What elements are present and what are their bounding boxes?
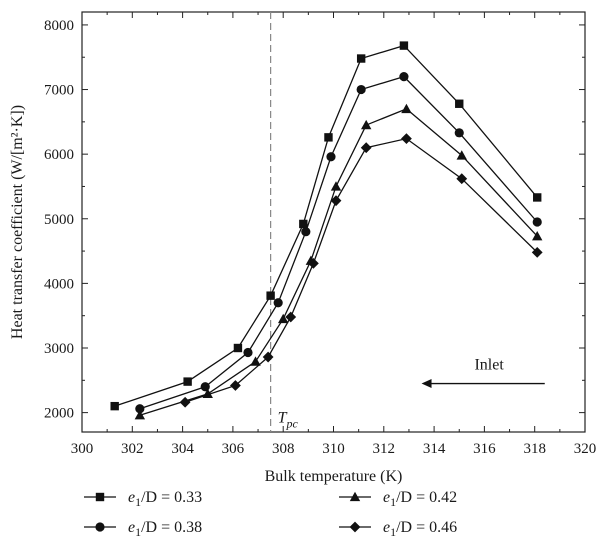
data-point-circle [273, 298, 283, 308]
data-point-triangle [532, 231, 543, 241]
legend-item: e1/D = 0.42 [339, 489, 457, 509]
x-tick-label: 314 [423, 441, 446, 457]
data-point-diamond [179, 396, 191, 408]
data-point-triangle [360, 119, 372, 130]
data-point-circle [454, 128, 464, 138]
data-point-diamond [401, 133, 412, 145]
plot-frame [81, 11, 586, 433]
data-point-square [299, 219, 308, 229]
y-tick-label: 7000 [44, 83, 74, 99]
data-point-square [356, 54, 366, 63]
data-point-diamond [230, 380, 241, 391]
x-tick-label: 312 [373, 441, 396, 457]
data-point-circle [532, 217, 542, 227]
data-point-triangle [278, 313, 289, 324]
data-point-diamond [531, 246, 543, 258]
data-point-square [110, 401, 119, 411]
legend-label: e1/D = 0.46 [383, 519, 457, 539]
x-tick-label: 306 [222, 441, 245, 457]
data-point-circle [301, 227, 311, 237]
y-tick-label: 5000 [44, 212, 74, 228]
data-point-diamond [307, 257, 319, 269]
data-point-triangle [134, 410, 146, 420]
series-line [139, 108, 538, 416]
series-circle [135, 72, 542, 414]
y-axis-title: Heat transfer coefficient (W/[m²·K]) [9, 105, 26, 339]
legend-label: e1/D = 0.38 [128, 519, 202, 539]
tpc-label: Tpc [278, 409, 299, 430]
y-tick-label: 8000 [44, 18, 74, 34]
data-point-square [399, 41, 409, 50]
data-point-square [266, 291, 275, 300]
x-tick-label: 318 [523, 441, 546, 457]
x-tick-label: 308 [272, 441, 295, 457]
data-point-triangle [330, 181, 342, 191]
legend-label: e1/D = 0.33 [128, 489, 202, 509]
data-point-diamond [456, 173, 468, 185]
data-point-triangle [456, 150, 467, 160]
data-point-diamond [360, 142, 372, 154]
data-point-square [324, 133, 333, 142]
x-tick-label: 320 [574, 441, 597, 457]
data-point-diamond [285, 311, 297, 323]
data-point-circle [243, 347, 253, 358]
x-tick-label: 316 [473, 441, 496, 457]
legend-label: e1/D = 0.42 [383, 489, 457, 509]
y-tick-label: 4000 [44, 276, 74, 292]
inlet-arrow-head [421, 379, 432, 389]
legend-item: e1/D = 0.46 [339, 519, 457, 539]
data-point-square [455, 99, 464, 108]
series-line [139, 75, 538, 410]
legend-item: e1/D = 0.33 [84, 489, 202, 509]
data-point-square [183, 377, 192, 386]
data-point-triangle [250, 356, 261, 366]
data-point-diamond [330, 195, 342, 207]
data-point-circle [135, 404, 145, 414]
data-point-circle [356, 84, 366, 95]
y-tick-label: 3000 [44, 341, 74, 357]
series-triangle [134, 103, 543, 420]
x-tick-label: 302 [121, 441, 144, 457]
legend-item: e1/D = 0.38 [84, 519, 202, 539]
series-line [114, 44, 538, 407]
y-tick-label: 2000 [44, 406, 74, 422]
x-tick-label: 304 [171, 441, 194, 457]
data-point-diamond [262, 351, 274, 363]
y-tick-label: 6000 [44, 147, 74, 163]
series-square [110, 41, 542, 411]
x-axis-title: Bulk temperature (K) [265, 468, 403, 485]
x-tick-label: 300 [71, 441, 94, 457]
x-tick-label: 310 [322, 441, 345, 457]
legend-marker-square [95, 492, 105, 502]
series-diamond [179, 133, 543, 408]
legend-marker-circle [95, 522, 105, 532]
legend-marker-diamond [349, 521, 361, 533]
data-point-triangle [401, 103, 412, 114]
data-point-circle [326, 152, 336, 162]
inlet-label: Inlet [474, 357, 504, 374]
data-point-square [533, 193, 542, 202]
legend-marker-triangle [349, 491, 361, 502]
series-line [184, 137, 538, 403]
data-point-circle [399, 72, 409, 82]
data-point-square [233, 343, 243, 353]
